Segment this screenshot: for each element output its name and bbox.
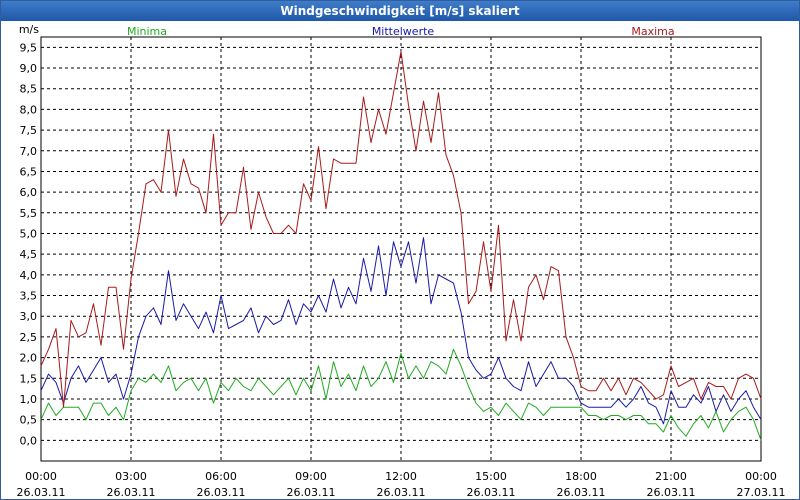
x-tick-date: 26.03.11 bbox=[107, 486, 156, 499]
window-title: Windgeschwindigkeit [m/s] skaliert bbox=[1, 1, 799, 21]
x-tick-time: 12:00 bbox=[385, 470, 417, 483]
x-tick-date: 26.03.11 bbox=[17, 486, 66, 499]
y-tick-label: 0,0 bbox=[20, 434, 38, 447]
x-tick-time: 00:00 bbox=[25, 470, 57, 483]
x-tick-time: 03:00 bbox=[115, 470, 147, 483]
series-layer bbox=[40, 51, 762, 441]
y-tick-label: 7,0 bbox=[20, 145, 38, 158]
y-tick-label: 6,0 bbox=[20, 186, 38, 199]
y-tick-label: 1,0 bbox=[20, 393, 38, 406]
legend-minima: Minima bbox=[127, 25, 167, 38]
y-axis-label: m/s bbox=[19, 23, 39, 36]
x-tick-time: 06:00 bbox=[205, 470, 237, 483]
y-tick-label: 2,5 bbox=[20, 331, 38, 344]
y-tick-label: 1,5 bbox=[20, 372, 38, 385]
x-tick-date: 26.03.11 bbox=[377, 486, 426, 499]
y-tick-label: 9,5 bbox=[20, 41, 38, 54]
legend-mittelwerte: Mittelwerte bbox=[372, 25, 435, 38]
series-line-minima bbox=[40, 348, 762, 441]
x-tick-date: 26.03.11 bbox=[647, 486, 696, 499]
legend-layer: Minima Mittelwerte Maxima bbox=[127, 25, 675, 38]
y-tick-label: 9,0 bbox=[20, 62, 38, 75]
x-tick-date: 26.03.11 bbox=[287, 486, 336, 499]
x-tick-date: 26.03.11 bbox=[197, 486, 246, 499]
x-tick-time: 18:00 bbox=[565, 470, 597, 483]
y-tick-label: 5,5 bbox=[20, 207, 38, 220]
y-tick-label: 8,5 bbox=[20, 83, 38, 96]
x-tick-time: 00:00 bbox=[745, 470, 777, 483]
series-line-maxima bbox=[40, 51, 762, 408]
x-tick-time: 09:00 bbox=[295, 470, 327, 483]
series-line-mittelwerte bbox=[40, 237, 762, 425]
y-tick-label: 4,5 bbox=[20, 248, 38, 261]
x-tick-time: 21:00 bbox=[655, 470, 687, 483]
y-tick-label: 0,5 bbox=[20, 414, 38, 427]
x-tick-time: 15:00 bbox=[475, 470, 507, 483]
y-tick-label: 2,0 bbox=[20, 352, 38, 365]
legend-maxima: Maxima bbox=[631, 25, 674, 38]
y-tick-label: 5,0 bbox=[20, 227, 38, 240]
x-tick-date: 26.03.11 bbox=[557, 486, 606, 499]
grid-layer bbox=[40, 36, 762, 462]
axis-layer: 0,0 0,5 1,0 1,5 2,0 2,5 3,0 3,5 4,0 4,5 5,0 5,5 6,0 6… bbox=[17, 23, 786, 499]
y-tick-label: 6,5 bbox=[20, 165, 38, 178]
y-tick-label: 4,0 bbox=[20, 269, 38, 282]
x-tick-date: 26.03.11 bbox=[467, 486, 516, 499]
y-tick-label: 7,5 bbox=[20, 124, 38, 137]
y-tick-label: 8,0 bbox=[20, 103, 38, 116]
x-tick-date: 27.03.11 bbox=[737, 486, 786, 499]
y-tick-label: 3,0 bbox=[20, 310, 38, 323]
y-tick-label: 3,5 bbox=[20, 290, 38, 303]
